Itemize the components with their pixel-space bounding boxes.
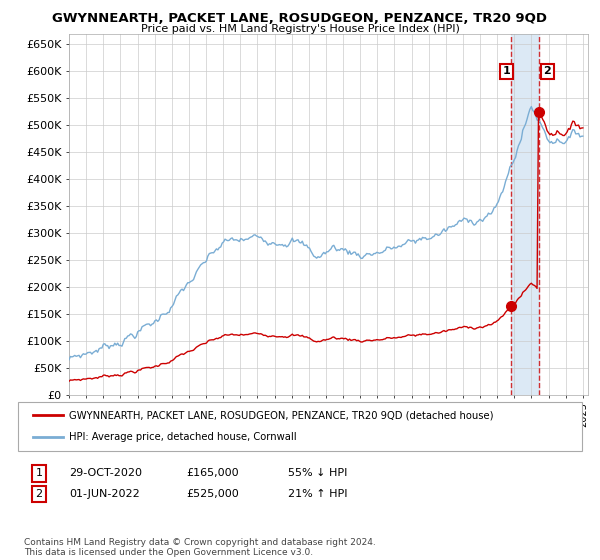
Text: 1: 1 — [502, 66, 510, 76]
Text: 1: 1 — [35, 468, 43, 478]
Text: GWYNNEARTH, PACKET LANE, ROSUDGEON, PENZANCE, TR20 9QD: GWYNNEARTH, PACKET LANE, ROSUDGEON, PENZ… — [53, 12, 548, 25]
Text: GWYNNEARTH, PACKET LANE, ROSUDGEON, PENZANCE, TR20 9QD (detached house): GWYNNEARTH, PACKET LANE, ROSUDGEON, PENZ… — [69, 410, 493, 421]
Text: 21% ↑ HPI: 21% ↑ HPI — [288, 489, 347, 499]
Text: 55% ↓ HPI: 55% ↓ HPI — [288, 468, 347, 478]
Text: 01-JUN-2022: 01-JUN-2022 — [69, 489, 140, 499]
Text: 2: 2 — [35, 489, 43, 499]
Text: HPI: Average price, detached house, Cornwall: HPI: Average price, detached house, Corn… — [69, 432, 296, 442]
Text: £525,000: £525,000 — [186, 489, 239, 499]
Text: Price paid vs. HM Land Registry's House Price Index (HPI): Price paid vs. HM Land Registry's House … — [140, 24, 460, 34]
Text: 29-OCT-2020: 29-OCT-2020 — [69, 468, 142, 478]
Text: £165,000: £165,000 — [186, 468, 239, 478]
Text: Contains HM Land Registry data © Crown copyright and database right 2024.
This d: Contains HM Land Registry data © Crown c… — [24, 538, 376, 557]
Text: 2: 2 — [544, 66, 551, 76]
Bar — [511, 34, 539, 395]
